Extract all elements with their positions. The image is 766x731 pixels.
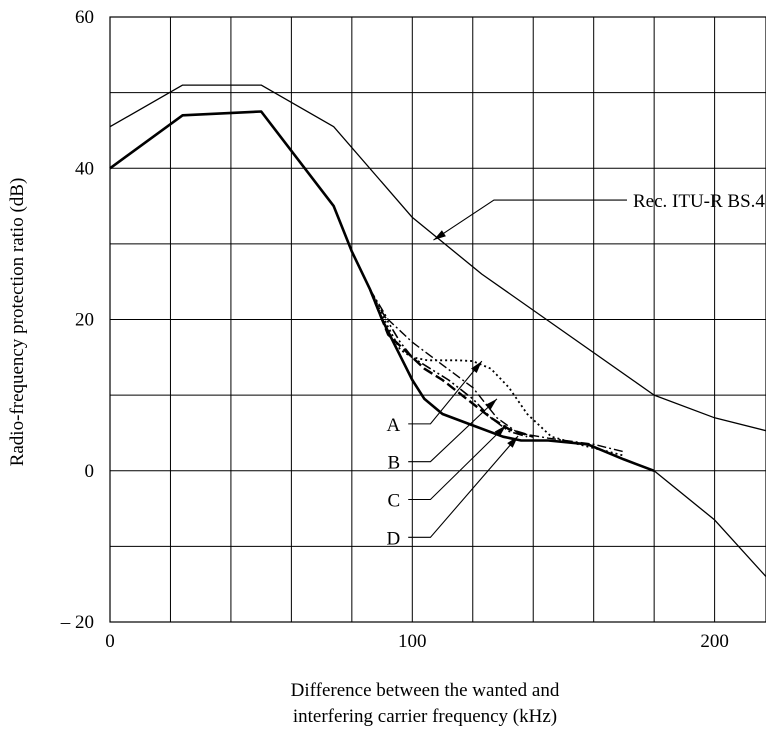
- series-line-B: [369, 288, 625, 453]
- annotation-label: A: [386, 415, 400, 436]
- annotation-arrowhead: [433, 230, 446, 241]
- series-line-main-tail: [653, 470, 766, 578]
- annotation-label: D: [386, 528, 400, 549]
- annotation-leader-line: [408, 398, 498, 463]
- annotation-label: Rec. ITU-R BS.412: [633, 191, 766, 212]
- y-tick-label: 20: [75, 310, 94, 331]
- annotation-label: C: [388, 490, 401, 511]
- x-tick-label: 100: [398, 631, 427, 652]
- y-tick-label: 60: [75, 7, 94, 28]
- y-tick-label: 0: [85, 461, 95, 482]
- series-lines: [109, 84, 766, 578]
- annotation-leader-line: [408, 435, 519, 538]
- grid: [109, 16, 766, 623]
- annotation-leader-line: [408, 424, 507, 501]
- annotation-arrowhead: [471, 361, 482, 373]
- annotation-arrowhead: [507, 435, 519, 448]
- annotation-label: B: [388, 453, 401, 474]
- x-tick-label: 0: [105, 631, 115, 652]
- series-line-D: [369, 288, 528, 438]
- annotation-arrowhead: [485, 398, 497, 411]
- series-line-main: [109, 110, 655, 473]
- series-line-bs412: [109, 84, 766, 432]
- annotation-arrowhead: [494, 425, 507, 437]
- x-axis-label-line2: interfering carrier frequency (kHz): [293, 706, 557, 727]
- annotation-leader-line: [433, 199, 627, 241]
- x-axis-label-line1: Difference between the wanted and: [291, 680, 560, 701]
- y-axis-label: Radio-frequency protection ratio (dB): [7, 178, 28, 467]
- x-tick-label: 200: [700, 631, 729, 652]
- plot-frame: [109, 16, 766, 623]
- series-line-C: [368, 288, 534, 438]
- annotation-leader-line: [408, 360, 483, 425]
- y-tick-label: – 20: [60, 612, 94, 633]
- y-tick-label: 40: [75, 158, 94, 179]
- tick-labels: 0 100 200 – 20 0 20 40 60: [60, 7, 729, 652]
